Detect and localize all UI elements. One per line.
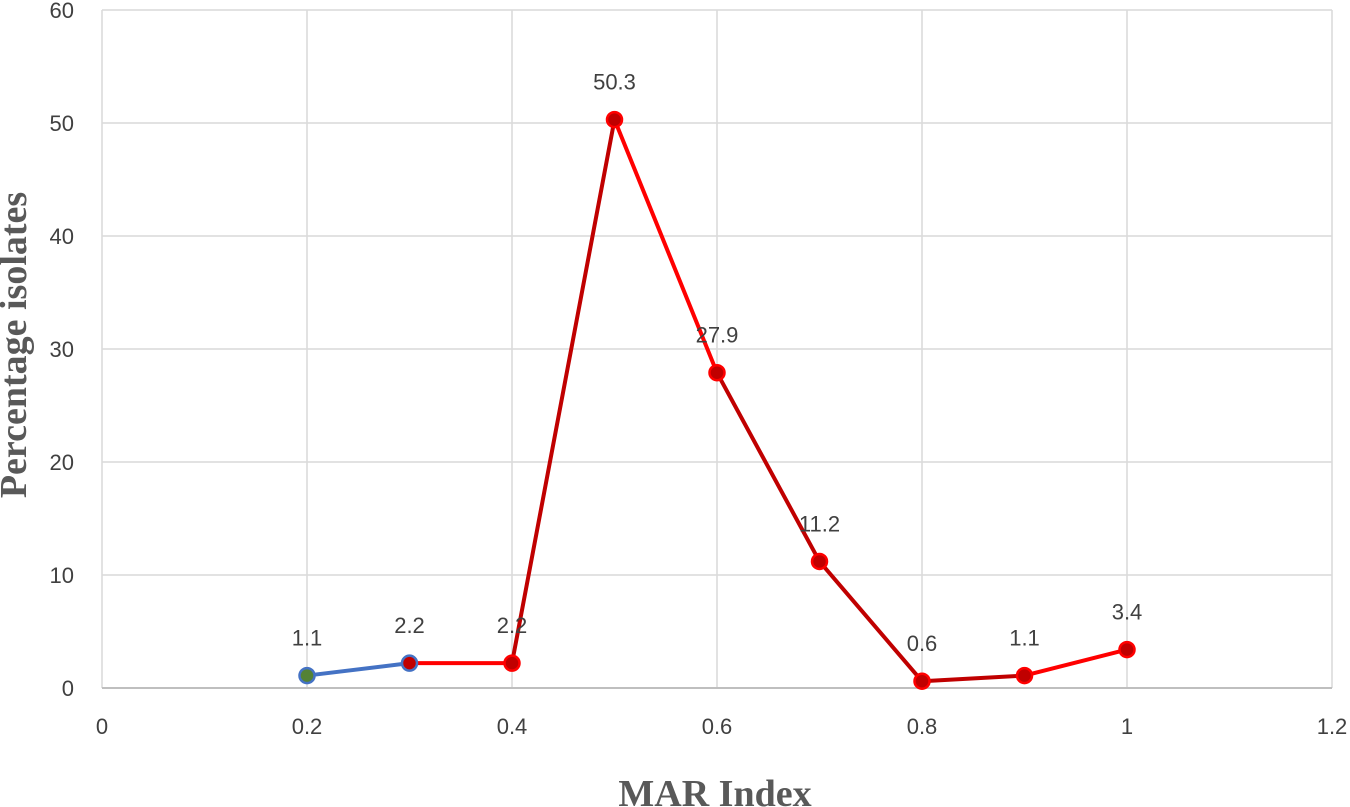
- data-point: [708, 363, 726, 382]
- data-label: 11.2: [799, 511, 840, 536]
- y-tick-label: 10: [50, 563, 74, 588]
- series-markers: [298, 110, 1136, 690]
- data-point: [298, 666, 316, 685]
- y-tick-label: 30: [50, 337, 74, 362]
- data-label: 1.1: [1009, 626, 1040, 651]
- data-point: [1118, 640, 1136, 659]
- data-label: 2.2: [497, 613, 528, 638]
- x-tick-label: 0.2: [292, 714, 323, 739]
- y-tick-label: 0: [62, 676, 74, 701]
- data-label: 3.4: [1112, 600, 1143, 625]
- x-axis-title: MAR Index: [618, 773, 811, 807]
- grid-lines: [101, 9, 1333, 689]
- series-line: [305, 117, 1129, 684]
- line-segment: [715, 370, 822, 564]
- line-segment: [920, 673, 1027, 684]
- line-segment: [510, 117, 617, 666]
- line-segment: [305, 661, 412, 678]
- data-label: 50.3: [593, 70, 636, 95]
- y-axis-title: Percentage isolates: [0, 192, 35, 498]
- data-point: [605, 110, 624, 129]
- line-segment: [1022, 647, 1129, 678]
- y-tick-label: 40: [50, 224, 74, 249]
- x-axis-ticks: 0 0.2 0.4 0.6 0.8 1 1.2: [96, 714, 1347, 739]
- data-point: [400, 654, 419, 672]
- y-tick-label: 20: [50, 450, 74, 475]
- data-label: 1.1: [292, 626, 323, 651]
- data-point: [503, 654, 521, 672]
- line-segment: [612, 117, 719, 375]
- x-tick-label: 1.2: [1317, 714, 1348, 739]
- y-tick-label: 60: [50, 0, 74, 23]
- x-tick-label: 1: [1121, 714, 1133, 739]
- y-axis-ticks: 0 10 20 30 40 50 60: [50, 0, 74, 701]
- data-label: 0.6: [907, 631, 938, 656]
- data-labels: 1.1 2.2 2.2 50.3 27.9 11.2 0.6 1.1 3.4: [292, 70, 1143, 657]
- data-point: [913, 672, 931, 690]
- data-point: [1015, 666, 1034, 685]
- x-tick-label: 0: [96, 714, 108, 739]
- x-tick-label: 0.6: [702, 714, 733, 739]
- data-label: 2.2: [394, 613, 425, 638]
- x-tick-label: 0.4: [497, 714, 528, 739]
- data-point: [810, 552, 829, 571]
- line-segment: [817, 559, 924, 684]
- x-tick-label: 0.8: [907, 714, 938, 739]
- y-tick-label: 50: [50, 111, 74, 136]
- data-label: 27.9: [696, 323, 739, 348]
